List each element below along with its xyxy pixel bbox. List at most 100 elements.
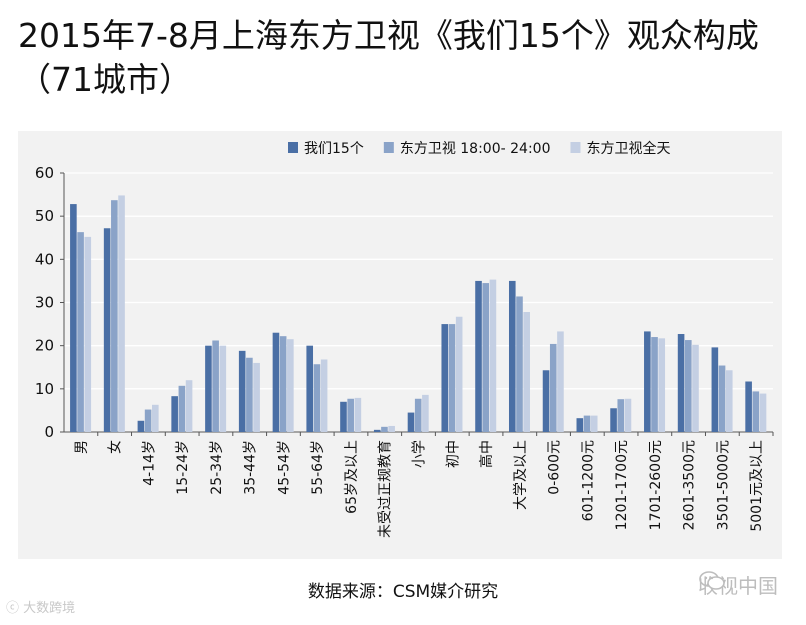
x-tick-label: 35-44岁 (243, 440, 259, 495)
watermark-left: ⓒ 大数跨境 (6, 597, 75, 616)
x-tick-label: 女 (107, 440, 124, 454)
bar (718, 365, 726, 432)
bar (388, 425, 395, 432)
bar (711, 347, 719, 432)
x-tick-label: 2601-3500元 (682, 440, 698, 530)
bar (320, 359, 328, 432)
x-tick-label: 25-34岁 (209, 440, 225, 495)
y-tick-label: 50 (35, 207, 54, 225)
legend-label: 东方卫视全天 (586, 140, 670, 157)
bar (306, 345, 314, 432)
bar (745, 381, 752, 432)
y-tick-label: 10 (35, 380, 54, 398)
x-tick-label: 男 (74, 440, 90, 454)
legend-swatch (288, 142, 298, 153)
bar (103, 228, 111, 432)
bar (287, 339, 294, 432)
bar (677, 334, 685, 432)
bar (347, 398, 354, 432)
x-tick-label: 小学 (412, 440, 428, 468)
x-tick-label: 4-14岁 (141, 440, 157, 486)
bar (205, 345, 212, 432)
x-tick-label: 45-54岁 (276, 440, 292, 495)
x-tick-label: 601-1200元 (580, 440, 596, 521)
bar (77, 232, 84, 432)
wechat-icon (699, 571, 725, 590)
bar (549, 343, 557, 432)
bar (212, 340, 219, 432)
x-tick-label: 5001元及以上 (749, 440, 765, 532)
bar (219, 345, 227, 432)
y-tick-label: 20 (35, 337, 54, 355)
y-tick-label: 0 (44, 423, 54, 441)
bar (752, 391, 760, 432)
bar (118, 195, 125, 432)
bar (489, 279, 497, 432)
bar (725, 370, 733, 432)
weibo-icon: ⓒ (6, 601, 20, 616)
bar (576, 418, 584, 432)
x-tick-label: 0-600元 (547, 440, 563, 495)
x-tick-label: 55-64岁 (310, 440, 326, 495)
watermark-left-text: 大数跨境 (23, 601, 76, 616)
bar (171, 396, 178, 432)
x-tick-label: 未受过正规教育 (378, 440, 394, 538)
x-tick-label: 1701-2600元 (648, 440, 664, 530)
bar (692, 344, 699, 432)
bar (272, 332, 280, 432)
bar (84, 236, 92, 432)
bar (185, 380, 193, 432)
bar (340, 401, 347, 432)
bar (644, 331, 651, 432)
bar (523, 311, 530, 432)
x-tick-label: 3501-5000元 (715, 440, 731, 530)
bar (508, 280, 516, 432)
bar (617, 399, 625, 432)
bar (610, 408, 617, 432)
x-tick-label: 65岁及以上 (344, 440, 360, 514)
bar (651, 337, 658, 432)
bar (422, 394, 429, 432)
y-tick-label: 30 (35, 294, 54, 312)
x-tick-label: 15-24岁 (175, 440, 191, 495)
bar (482, 283, 490, 432)
bar (178, 385, 186, 432)
bar (246, 357, 253, 432)
bar (448, 324, 456, 432)
bar (152, 404, 159, 432)
bar (313, 364, 321, 432)
bar (658, 338, 666, 432)
bar (516, 296, 523, 432)
x-tick-label: 1201-1700元 (614, 440, 630, 530)
bar (583, 415, 591, 432)
bar (624, 398, 632, 432)
bar (238, 350, 246, 432)
bar (381, 426, 388, 432)
legend-swatch (383, 142, 394, 153)
bar (70, 204, 77, 432)
bar (407, 412, 415, 432)
bar (590, 415, 598, 432)
y-tick-label: 40 (35, 250, 54, 268)
bar (414, 398, 422, 432)
x-tick-label: 初中 (444, 440, 461, 468)
source-note: 数据来源：CSM媒介研究 (307, 582, 499, 602)
watermark-right: 收视中国 (698, 570, 778, 599)
bar (373, 429, 381, 432)
bar (441, 324, 449, 432)
x-tick-label: 大学及以上 (513, 440, 529, 510)
bar (759, 393, 767, 432)
x-tick-label: 高中 (478, 440, 495, 468)
bar (137, 420, 145, 432)
bar (144, 409, 152, 432)
bar (279, 336, 287, 432)
bar (354, 397, 362, 432)
chart-title: 2015年7-8月上海东方卫视《我们15个》观众构成 （71城市） (18, 14, 798, 102)
bar (684, 340, 692, 432)
bar (455, 316, 463, 432)
title-line-2: （71城市） (18, 60, 192, 99)
bar (111, 200, 118, 432)
title-line-1: 2015年7-8月上海东方卫视《我们15个》观众构成 (18, 16, 759, 55)
legend-label: 东方卫视 18:00- 24:00 (400, 141, 551, 157)
